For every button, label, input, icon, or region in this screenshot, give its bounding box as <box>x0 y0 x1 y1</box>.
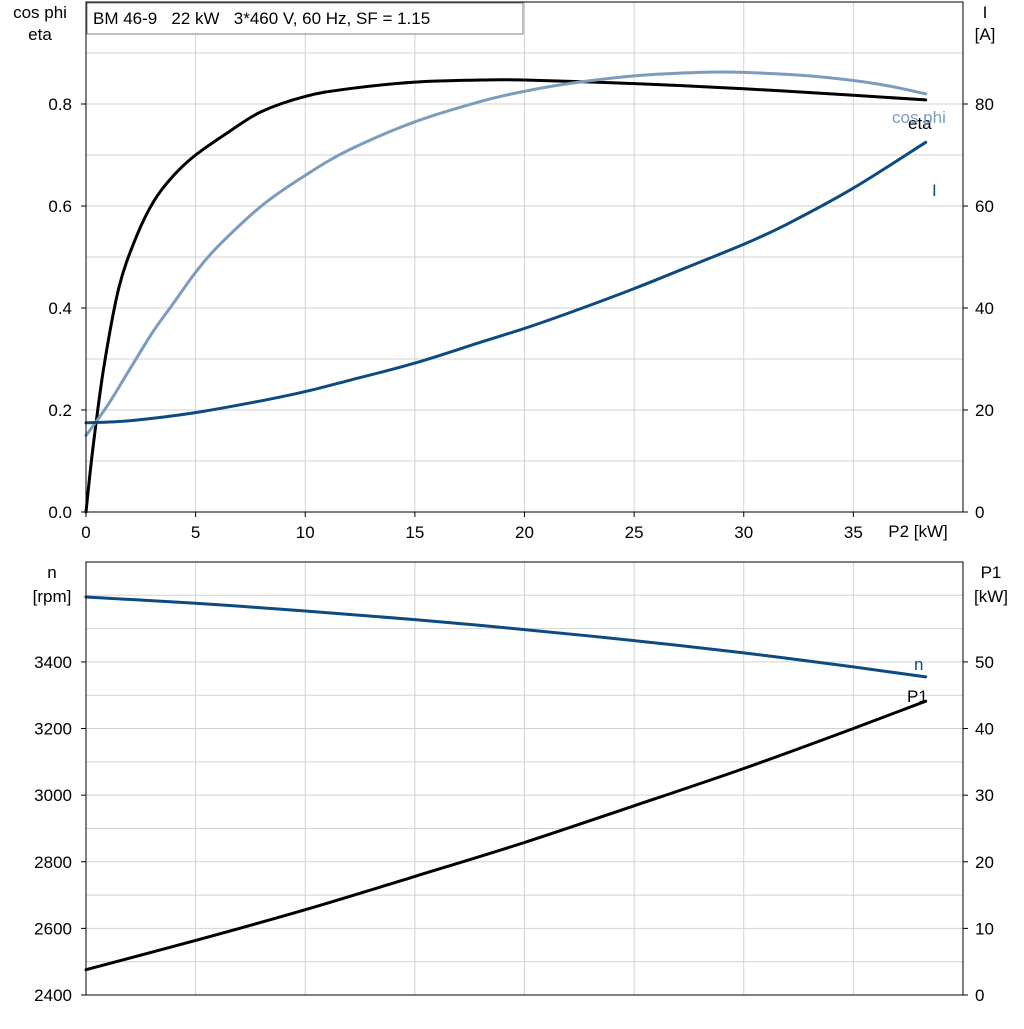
bottom-left-axis-label-line1: n <box>47 563 56 582</box>
top-series-i-label: I <box>932 181 937 200</box>
top-right-tick-label: 20 <box>975 401 994 420</box>
top-series-eta-label: eta <box>908 114 932 133</box>
bottom-series-n-label: n <box>914 655 923 674</box>
x-tick-label: 5 <box>191 523 200 542</box>
top-left-tick-label: 0.8 <box>48 95 72 114</box>
chart-title: BM 46-9 22 kW 3*460 V, 60 Hz, SF = 1.15 <box>93 9 430 28</box>
top-series-cos-phi-label: cos phi <box>892 108 946 127</box>
bottom-right-tick-label: 40 <box>975 720 994 739</box>
x-tick-label: 15 <box>405 523 424 542</box>
chart-title-box <box>86 2 524 35</box>
bottom-left-tick-label: 2600 <box>34 919 72 938</box>
bottom-right-tick-label: 30 <box>975 786 994 805</box>
bottom-left-tick-label: 2800 <box>34 853 72 872</box>
bottom-right-axis-label-line2: [kW] <box>974 587 1008 606</box>
bottom-right-tick-label: 10 <box>975 919 994 938</box>
top-series-i-line <box>84 140 928 425</box>
top-left-axis-label-line2: eta <box>28 25 52 44</box>
top-left-tick-label: 0.2 <box>48 401 72 420</box>
bottom-right-tick-label: 0 <box>975 986 984 1005</box>
top-right-tick-label: 80 <box>975 95 994 114</box>
bottom-plot-frame <box>85 561 964 996</box>
x-tick-label: 10 <box>296 523 315 542</box>
bottom-left-tick-label: 2400 <box>34 986 72 1005</box>
bottom-right-tick-label: 20 <box>975 853 994 872</box>
x-tick-label: 25 <box>625 523 644 542</box>
top-plot: 0.0 0.2 0.4 0.6 0.8 0 20 40 60 80 0 5 10 15 20 25 30 35 e… <box>13 1 996 542</box>
x-tick-label: 30 <box>734 523 753 542</box>
bottom-series-p1-label: P1 <box>907 687 928 706</box>
top-right-tick-label: 60 <box>975 197 994 216</box>
bottom-left-tick-label: 3200 <box>34 720 72 739</box>
bottom-right-tick-label: 50 <box>975 653 994 672</box>
top-left-tick-label: 0.6 <box>48 197 72 216</box>
top-left-tick-label: 0.0 <box>48 503 72 522</box>
bottom-left-tick-label: 3000 <box>34 786 72 805</box>
bottom-plot-ticks: 2400 2600 2800 3000 3200 3400 0 10 20 30 40 50 <box>34 653 994 1005</box>
top-series-eta-line <box>84 78 928 514</box>
bottom-left-axis-label-line2: [rpm] <box>33 587 72 606</box>
bottom-plot-grid <box>86 562 963 995</box>
top-left-tick-label: 0.4 <box>48 299 72 318</box>
top-plot-grid <box>86 2 963 512</box>
top-series-cos-phi-line <box>84 70 928 437</box>
bottom-plot-curves <box>84 595 928 972</box>
bottom-left-tick-label: 3400 <box>34 653 72 672</box>
top-plot-ticks: 0.0 0.2 0.4 0.6 0.8 0 20 40 60 80 0 5 10 15 20 25 30 35 <box>48 95 994 542</box>
bottom-right-axis-label-line1: P1 <box>981 563 1002 582</box>
x-axis-label: P2 [kW] <box>888 522 948 541</box>
bottom-plot-series-labels: n P1 <box>907 655 928 706</box>
top-right-axis-label-line2: [A] <box>975 25 996 44</box>
x-tick-label: 0 <box>81 523 90 542</box>
x-tick-label: 20 <box>515 523 534 542</box>
bottom-series-n-line <box>84 595 928 679</box>
top-left-axis-label-line1: cos phi <box>13 3 67 22</box>
top-plot-curves <box>84 70 928 514</box>
top-right-tick-label: 0 <box>975 503 984 522</box>
bottom-series-p1-line <box>84 699 928 972</box>
x-tick-label: 35 <box>844 523 863 542</box>
top-right-tick-label: 40 <box>975 299 994 318</box>
top-right-axis-label-line1: I <box>983 3 988 22</box>
